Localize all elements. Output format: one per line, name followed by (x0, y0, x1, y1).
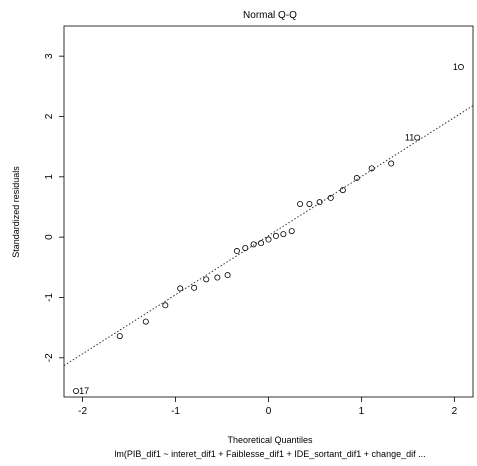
y-tick-label: -1 (44, 293, 55, 302)
data-point (242, 244, 249, 251)
data-point (368, 165, 375, 172)
x-tick-label: -2 (78, 406, 87, 417)
qq-reference-line (63, 105, 474, 367)
data-point (353, 175, 360, 182)
data-point (297, 200, 304, 207)
plot-frame (63, 25, 474, 398)
data-point (116, 333, 123, 340)
data-point (316, 199, 323, 206)
data-point (258, 240, 265, 247)
data-point (162, 302, 169, 309)
y-tick-label: -2 (44, 353, 55, 362)
model-formula-label: lm(PIB_dif1 ~ interet_dif1 + Faiblesse_d… (114, 449, 425, 459)
data-point (250, 241, 257, 248)
data-point (339, 187, 346, 194)
x-tick-label: -1 (171, 406, 180, 417)
data-point (73, 387, 80, 394)
point-label: 17 (79, 386, 89, 396)
data-point (265, 236, 272, 243)
point-label: 11 (405, 133, 414, 143)
y-tick-label: 2 (44, 113, 55, 119)
point-label: 1 (453, 62, 458, 72)
data-point (280, 231, 287, 238)
y-tick-label: 1 (44, 174, 55, 180)
data-point (177, 285, 184, 292)
data-point (191, 284, 198, 291)
x-tick-label: 2 (452, 406, 458, 417)
chart-title: Normal Q-Q (243, 10, 297, 21)
data-point (414, 134, 421, 141)
data-point (214, 274, 221, 281)
data-point (327, 194, 334, 201)
data-point (142, 318, 149, 325)
y-tick-label: 0 (44, 234, 55, 240)
y-axis-label: Standardized residuals (11, 166, 21, 258)
data-point (224, 272, 231, 279)
data-point (233, 248, 240, 255)
data-point (457, 64, 464, 71)
data-point (203, 276, 210, 283)
x-axis-label: Theoretical Quantiles (227, 435, 313, 445)
y-tick-label: 3 (44, 53, 55, 59)
data-point (388, 160, 395, 167)
data-point (288, 228, 295, 235)
data-point (272, 232, 279, 239)
x-tick-label: 0 (266, 406, 272, 417)
x-tick-label: 1 (359, 406, 365, 417)
data-point (306, 200, 313, 207)
